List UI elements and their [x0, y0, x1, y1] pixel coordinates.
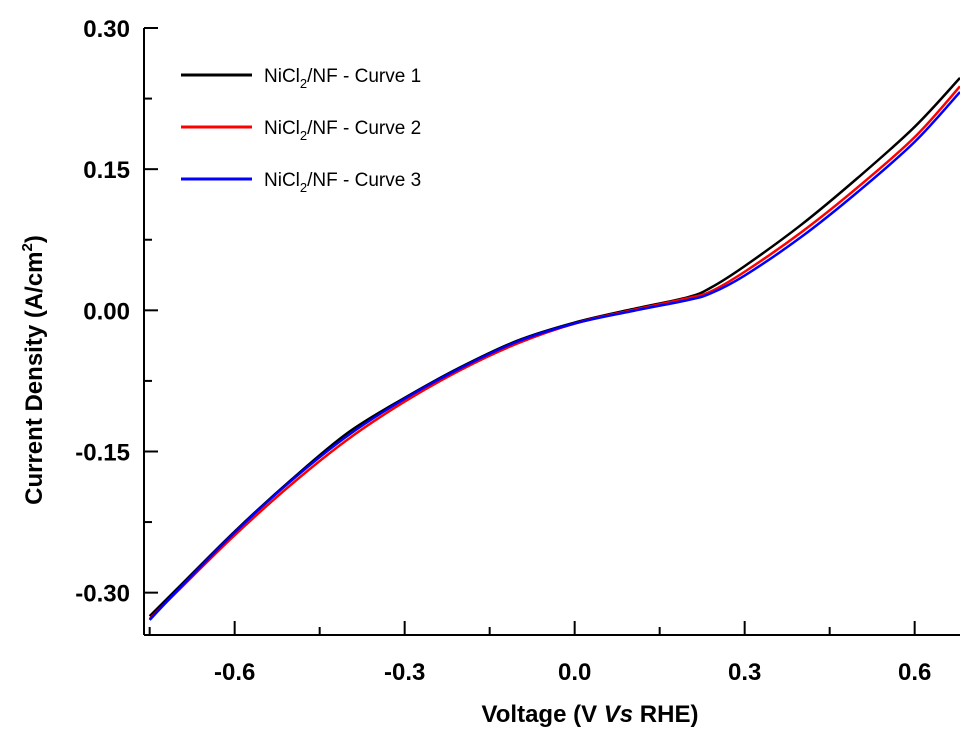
legend-label-3: NiCl2/NF - Curve 3	[264, 170, 421, 195]
legend-label-rest: /NF - Curve 3	[307, 170, 421, 191]
legend-label-subscript: 2	[300, 128, 307, 143]
y-tick-label: -0.15	[75, 439, 130, 466]
legend-label-rest: /NF - Curve 1	[307, 66, 421, 87]
y-tick-label: 0.00	[83, 298, 130, 325]
x-axis-title-suffix: RHE)	[633, 701, 698, 728]
y-axis-title: Current Density (A/cm2)	[19, 235, 48, 505]
x-tick-label: -0.6	[214, 659, 255, 686]
x-tick-label: 0.3	[728, 659, 761, 686]
y-ticks: -0.30 -0.15 0.00 0.15 0.30	[75, 16, 158, 608]
x-tick-label: -0.3	[384, 659, 425, 686]
x-ticks: -0.6 -0.3 0.0 0.3 0.6	[148, 621, 931, 686]
legend-label-rest: /NF - Curve 2	[307, 118, 421, 139]
plot-frame	[143, 28, 960, 636]
y-tick-label: -0.30	[75, 581, 130, 608]
y-tick-label: 0.15	[83, 157, 130, 184]
x-tick-label: 0.0	[558, 659, 591, 686]
x-axis-title-prefix: Voltage (V	[482, 701, 604, 728]
y-axis-title-superscript: 2	[19, 243, 36, 251]
series-line-3	[148, 91, 960, 621]
y-tick-label: 0.30	[83, 16, 130, 43]
y-axis-title-main: Current Density (A/cm	[21, 251, 48, 504]
series-layer	[148, 77, 960, 621]
x-axis-title: Voltage (V Vs RHE)	[482, 701, 699, 728]
y-axis-title-close: )	[21, 235, 48, 243]
legend-label-2: NiCl2/NF - Curve 2	[264, 118, 421, 143]
legend-label-main: NiCl	[264, 170, 300, 191]
legend-label-main: NiCl	[264, 118, 300, 139]
legend-label-main: NiCl	[264, 66, 300, 87]
series-line-2	[148, 85, 960, 620]
x-tick-label: 0.6	[898, 659, 931, 686]
x-axis-title-italic: Vs	[604, 701, 633, 728]
legend-label-1: NiCl2/NF - Curve 1	[264, 66, 421, 91]
legend-label-subscript: 2	[300, 76, 307, 91]
series-line-1	[148, 77, 960, 618]
legend-label-subscript: 2	[300, 180, 307, 195]
